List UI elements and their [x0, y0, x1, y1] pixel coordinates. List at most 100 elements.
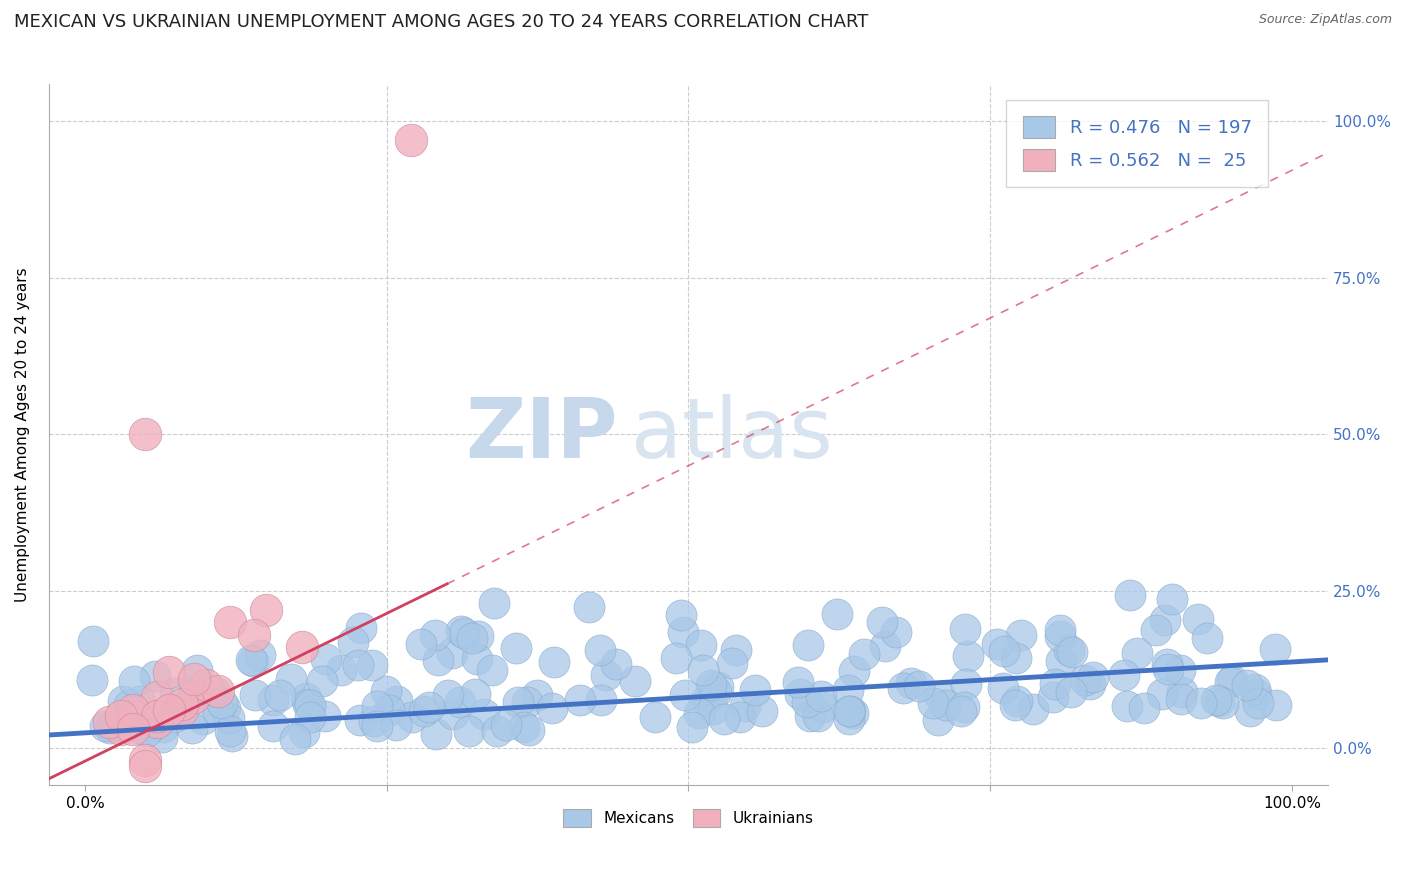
Point	[111, 694, 134, 708]
Text: MEXICAN VS UKRAINIAN UNEMPLOYMENT AMONG AGES 20 TO 24 YEARS CORRELATION CHART: MEXICAN VS UKRAINIAN UNEMPLOYMENT AMONG …	[14, 13, 869, 31]
Point	[467, 651, 489, 665]
Point	[953, 622, 976, 636]
Point	[1244, 681, 1267, 696]
Point	[129, 723, 152, 737]
Point	[1119, 588, 1142, 602]
Point	[159, 665, 181, 680]
Point	[467, 629, 489, 643]
Point	[387, 693, 409, 707]
Point	[243, 628, 266, 642]
Point	[441, 646, 464, 660]
Point	[411, 637, 433, 651]
Point	[399, 133, 422, 147]
Point	[1062, 645, 1084, 659]
Point	[186, 663, 208, 677]
Point	[146, 715, 169, 730]
Point	[180, 721, 202, 735]
Point	[284, 732, 307, 747]
Point	[704, 685, 727, 699]
Point	[242, 654, 264, 668]
Point	[672, 624, 695, 639]
Point	[134, 753, 156, 767]
Point	[1004, 698, 1026, 712]
Point	[115, 712, 138, 726]
Point	[150, 730, 173, 744]
Point	[578, 599, 600, 614]
Point	[624, 674, 647, 689]
Point	[922, 697, 945, 711]
Point	[1208, 694, 1230, 708]
Point	[385, 718, 408, 732]
Point	[673, 688, 696, 702]
Point	[194, 678, 217, 692]
Point	[1187, 612, 1209, 626]
Point	[1043, 677, 1066, 691]
Point	[122, 722, 145, 736]
Point	[665, 650, 688, 665]
Point	[517, 723, 540, 738]
Point	[207, 704, 229, 718]
Point	[1239, 704, 1261, 718]
Point	[311, 673, 333, 688]
Point	[110, 709, 132, 723]
Point	[423, 627, 446, 641]
Point	[291, 640, 314, 655]
Point	[569, 692, 592, 706]
Point	[204, 684, 226, 698]
Point	[838, 704, 860, 718]
Point	[1171, 685, 1194, 699]
Point	[1057, 643, 1080, 657]
Point	[418, 700, 440, 714]
Point	[1144, 623, 1167, 637]
Point	[461, 631, 484, 645]
Point	[128, 693, 150, 707]
Legend: Mexicans, Ukrainians: Mexicans, Ukrainians	[557, 803, 820, 833]
Point	[482, 596, 505, 610]
Point	[1157, 662, 1180, 676]
Point	[935, 698, 957, 712]
Point	[218, 615, 240, 630]
Point	[707, 680, 730, 694]
Point	[207, 684, 229, 698]
Point	[605, 657, 627, 671]
Point	[1060, 684, 1083, 698]
Point	[1264, 642, 1286, 657]
Point	[170, 697, 193, 711]
Point	[1156, 657, 1178, 671]
Point	[1244, 687, 1267, 701]
Point	[366, 699, 388, 714]
Y-axis label: Unemployment Among Ages 20 to 24 years: Unemployment Among Ages 20 to 24 years	[15, 267, 30, 602]
Point	[437, 688, 460, 702]
Point	[993, 681, 1015, 695]
Point	[950, 704, 973, 718]
Point	[1049, 654, 1071, 668]
Point	[1005, 650, 1028, 665]
Point	[1005, 693, 1028, 707]
Point	[243, 688, 266, 702]
Point	[1081, 670, 1104, 684]
Point	[1049, 630, 1071, 644]
Point	[728, 710, 751, 724]
Point	[513, 720, 536, 734]
Point	[330, 663, 353, 677]
Point	[993, 643, 1015, 657]
Point	[104, 718, 127, 732]
Point	[813, 700, 835, 714]
Point	[1154, 613, 1177, 627]
Point	[218, 711, 240, 725]
Point	[80, 673, 103, 688]
Point	[1074, 673, 1097, 687]
Point	[1205, 692, 1227, 706]
Point	[221, 729, 243, 743]
Point	[214, 701, 236, 715]
Point	[589, 642, 612, 657]
Point	[401, 710, 423, 724]
Point	[799, 709, 821, 723]
Point	[1219, 675, 1241, 690]
Point	[347, 658, 370, 673]
Point	[159, 703, 181, 717]
Point	[927, 713, 949, 727]
Point	[1160, 591, 1182, 606]
Point	[495, 718, 517, 732]
Point	[134, 759, 156, 773]
